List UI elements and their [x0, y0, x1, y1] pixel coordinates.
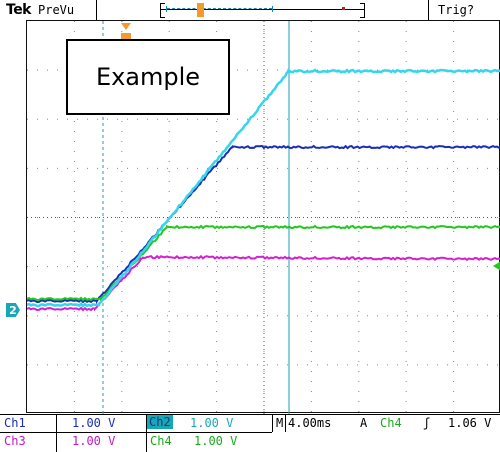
ch2-ground-marker[interactable]: 2	[6, 303, 20, 317]
ch4-level-marker	[493, 261, 500, 271]
trigger-level[interactable]: 1.06 V	[448, 416, 492, 430]
record-bar	[160, 9, 365, 10]
record-position-marker	[342, 7, 345, 10]
waveform-display	[27, 21, 500, 414]
ch3-label[interactable]: Ch3	[4, 434, 26, 448]
ch2-label[interactable]: Ch2	[147, 415, 173, 429]
record-window	[166, 6, 273, 12]
readout-top-border	[0, 414, 500, 415]
trigger-slope-icon: ʃ	[423, 416, 431, 430]
status-bar: Tek PreVu Trig?	[0, 0, 500, 20]
trigger-position-marker	[121, 23, 131, 30]
record-bracket-right	[360, 3, 365, 18]
example-label-box: Example	[66, 39, 230, 115]
record-trigger-marker	[197, 3, 204, 17]
trigger-mode: A	[360, 416, 368, 430]
status-divider	[428, 0, 429, 20]
ch4-waveform	[27, 224, 500, 302]
trigger-position-flag	[121, 33, 131, 39]
status-divider	[96, 0, 97, 20]
ch4-scale: 1.00 V	[194, 434, 238, 448]
ch1-waveform	[27, 144, 500, 305]
readout-divider	[146, 414, 147, 452]
acquisition-mode: PreVu	[38, 3, 75, 17]
timebase-prefix: M	[276, 416, 284, 430]
ch4-label[interactable]: Ch4	[150, 434, 172, 448]
timebase-value[interactable]: 4.00ms	[288, 416, 332, 430]
ch1-scale: 1.00 V	[72, 416, 116, 430]
readout-divider	[272, 414, 273, 432]
ch2-ground-label: 2	[9, 303, 17, 317]
trigger-source[interactable]: Ch4	[380, 416, 402, 430]
brand-logo: Tek	[6, 2, 32, 18]
record-bracket-left	[160, 3, 165, 18]
readout-row-divider	[0, 432, 272, 433]
ch1-label[interactable]: Ch1	[4, 416, 26, 430]
ch2-waveform	[27, 68, 500, 308]
channel-readout: Ch1 1.00 V Ch2 1.00 V M 4.00ms A Ch4 ʃ 1…	[0, 414, 500, 452]
trigger-status: Trig?	[438, 3, 475, 17]
ch2-scale: 1.00 V	[190, 416, 234, 430]
readout-divider	[56, 414, 57, 452]
example-label: Example	[95, 63, 201, 91]
ch3-scale: 1.00 V	[72, 434, 116, 448]
readout-divider	[285, 414, 286, 432]
